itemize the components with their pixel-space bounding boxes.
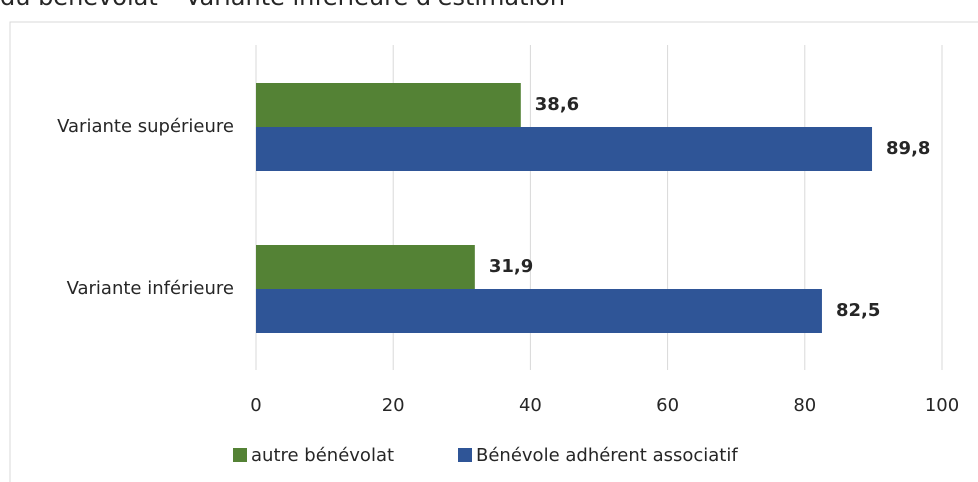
data-label: 38,6 xyxy=(535,94,579,115)
x-tick-label: 80 xyxy=(793,395,816,416)
legend-swatch xyxy=(233,448,247,462)
x-tick-label: 0 xyxy=(250,395,261,416)
bar xyxy=(256,245,475,289)
x-tick-label: 40 xyxy=(519,395,542,416)
data-label: 89,8 xyxy=(886,138,930,159)
x-tick-label: 60 xyxy=(656,395,679,416)
x-tick-label: 100 xyxy=(925,395,959,416)
data-label: 82,5 xyxy=(836,300,880,321)
y-tick-label: Variante inférieure xyxy=(67,278,234,299)
bar xyxy=(256,289,822,333)
legend-label: Bénévole adhérent associatif xyxy=(476,445,738,466)
x-tick-label: 20 xyxy=(382,395,405,416)
data-label: 31,9 xyxy=(489,256,533,277)
bar xyxy=(256,127,873,171)
y-tick-label: Variante supérieure xyxy=(57,116,234,137)
chart-title: du bénévolat – Variante inférieure d'est… xyxy=(0,0,565,11)
legend-label: autre bénévolat xyxy=(251,445,394,466)
legend-swatch xyxy=(458,448,472,462)
bar xyxy=(256,83,521,127)
